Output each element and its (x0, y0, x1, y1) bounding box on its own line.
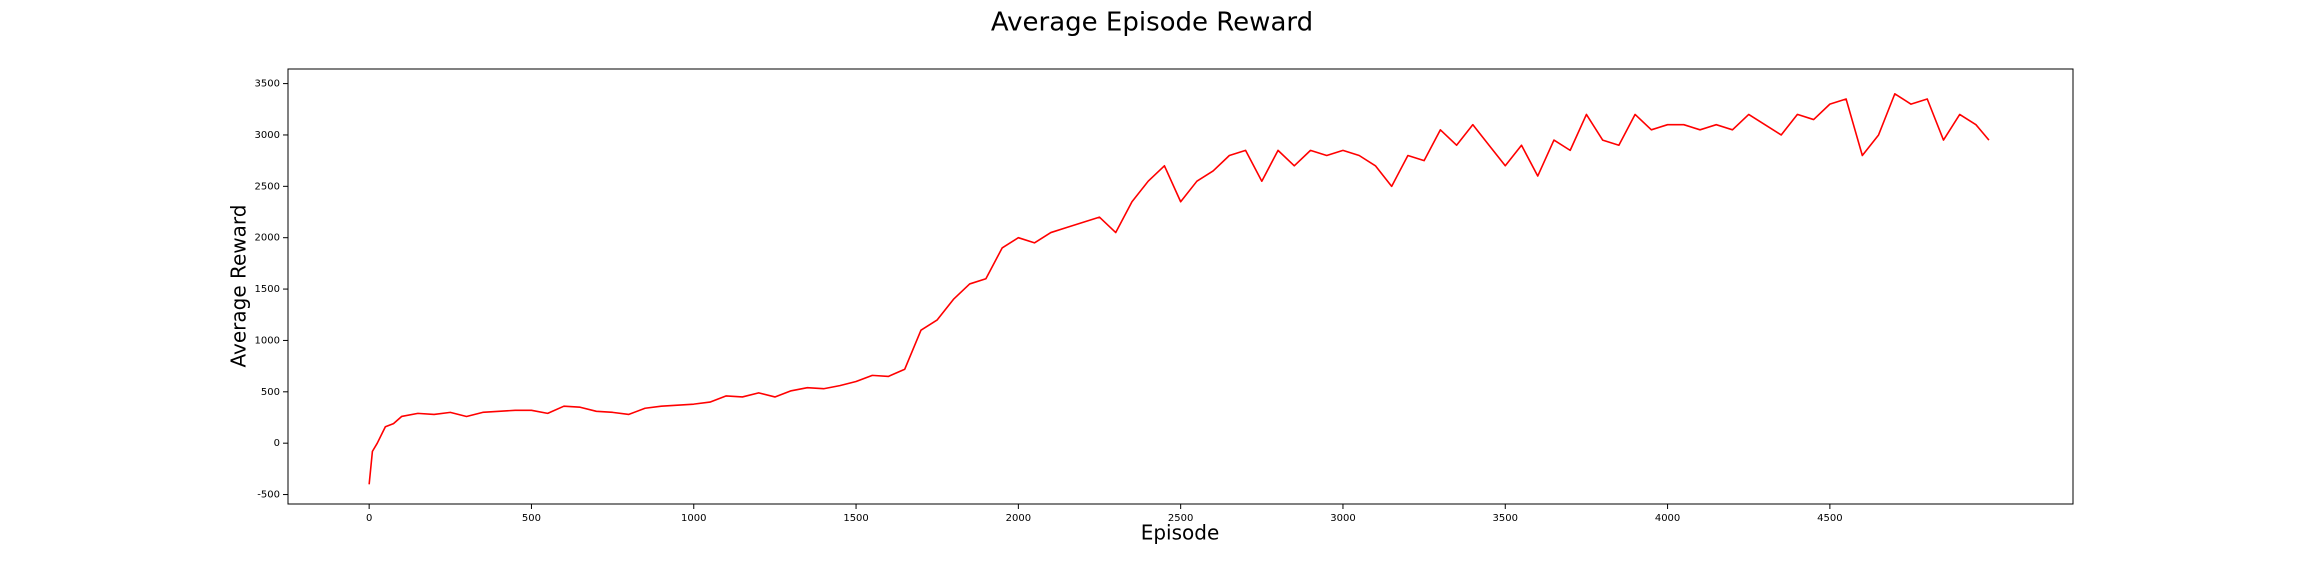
y-tick-label: 2000 (255, 233, 280, 244)
y-tick-label: -500 (257, 490, 280, 501)
x-tick-label: 4500 (1817, 513, 1842, 524)
x-tick-label: 3000 (1330, 513, 1355, 524)
y-tick-label: 1000 (255, 335, 280, 346)
y-tick-label: 3500 (255, 79, 280, 90)
plot-frame (287, 68, 2074, 505)
y-tick-label: 500 (261, 387, 280, 398)
x-tick-label: 2500 (1168, 513, 1193, 524)
x-tick-label: 500 (522, 513, 541, 524)
chart-title: Average Episode Reward (991, 8, 1313, 38)
data-line (368, 93, 1990, 485)
y-tick-label: 3000 (255, 130, 280, 141)
x-tick-label: 4000 (1655, 513, 1680, 524)
y-tick-label: 2500 (255, 181, 280, 192)
y-tick-label: 1500 (255, 284, 280, 295)
y-tick-label: 0 (274, 438, 280, 449)
x-tick-label: 0 (366, 513, 372, 524)
x-axis-label: Episode (1141, 521, 1220, 545)
y-axis-label: Average Reward (227, 205, 251, 368)
x-tick-label: 3500 (1493, 513, 1518, 524)
x-tick-label: 2000 (1006, 513, 1031, 524)
x-tick-label: 1500 (843, 513, 868, 524)
x-tick-label: 1000 (681, 513, 706, 524)
